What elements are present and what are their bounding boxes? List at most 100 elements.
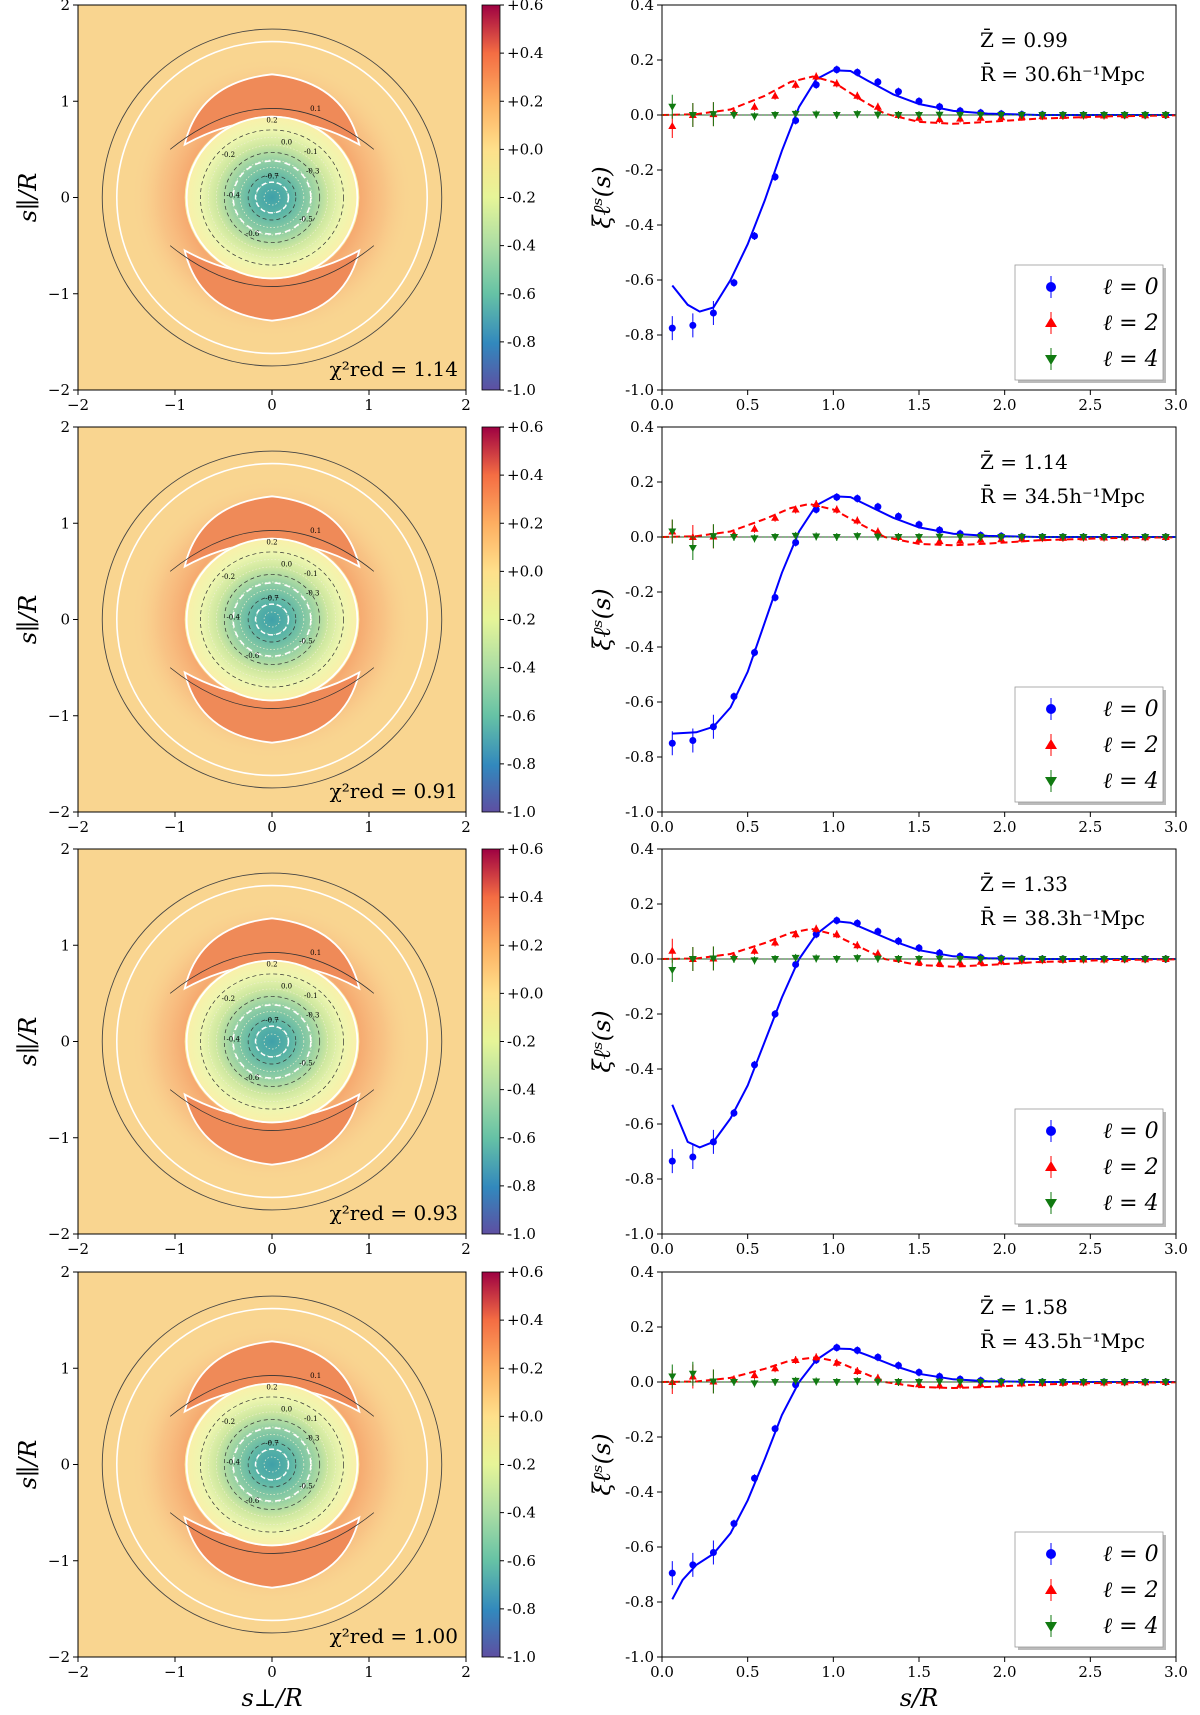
y-tick-label: -0.8 [625,1593,654,1611]
contour-label: -0.5 [299,216,313,224]
data-point [709,533,718,541]
data-point [729,956,738,963]
contour-line [200,129,344,266]
data-point [812,506,820,513]
data-point [689,737,697,744]
data-point [915,521,923,529]
y-tick-label: -0.8 [625,326,654,344]
x-tick-label: 1.5 [907,1240,931,1258]
contour-line [247,1018,297,1065]
contour-label: -0.7 [265,594,279,602]
contour-line [101,1295,443,1634]
data-point [935,533,944,541]
legend-label: ℓ = 4 [1103,347,1159,372]
colorbar-tick-label: -0.4 [507,1504,536,1522]
contour-label: -0.1 [304,992,318,1000]
contour-line [239,167,305,228]
data-point [832,534,841,541]
data-point [936,526,944,534]
contour-label: -0.4 [226,1036,240,1044]
contour-line [223,1419,321,1510]
legend-label: ℓ = 4 [1103,769,1159,794]
data-point [915,534,923,541]
contour-line [239,589,305,650]
contour-label: -0.2 [222,151,236,159]
colorbar-tick-label: -0.4 [507,659,536,677]
colorbar-tick-label: +0.4 [507,1311,543,1329]
data-point [689,1561,697,1569]
y-tick-label: -0.4 [625,216,654,234]
data-point [812,111,821,119]
colorbar-tick-label: -0.6 [507,1552,536,1570]
contour-line [169,530,375,572]
data-point [792,117,800,124]
contour-label: -0.7 [265,1439,279,1447]
profile-y-label: ξℓˢ(s) [588,166,616,228]
data-point [832,79,841,87]
legend: ℓ = 0 ℓ = 2 ℓ = 4 [1014,686,1166,805]
data-point [792,539,800,546]
contour-line [239,1434,305,1495]
contour-line [185,959,359,1124]
annotation-r: R̄ = 38.3h⁻¹Mpc [980,905,1145,930]
x-tick-label: −2 [67,396,89,414]
y-tick-label: -1.0 [625,803,654,821]
contour-line [185,115,359,280]
data-point [750,1371,759,1379]
x-tick-label: 0.0 [650,818,674,836]
legend-marker [1045,1622,1057,1632]
data-point [873,1378,882,1386]
contour-label: -0.2 [222,995,236,1003]
data-point [853,91,862,99]
data-point [668,946,677,954]
contour-line [231,1003,313,1080]
colorbar-gradient [481,848,501,1235]
data-point [1161,112,1170,119]
y-tick-label: 0 [60,611,70,629]
legend-marker [1045,355,1057,365]
contour-label: -0.6 [246,230,260,238]
y-tick-label: -0.4 [625,1060,654,1078]
data-point [997,534,1006,541]
contour-label: -0.5 [299,1060,313,1068]
data-point [750,946,759,954]
data-point [771,1379,780,1386]
x-tick-label: −2 [67,818,89,836]
legend-label: ℓ = 2 [1103,1578,1159,1603]
colorbar-tick-label: +0.2 [507,936,543,954]
contour-line [247,596,297,643]
data-point [956,1379,965,1386]
legend-marker [1045,1584,1057,1594]
x-tick-label: 2.0 [993,1663,1017,1681]
y-tick-label: -1.0 [625,381,654,399]
data-point [1161,1379,1170,1386]
data-point [935,955,944,963]
x-tick-label: −1 [164,1240,186,1258]
data-point [709,723,717,731]
data-point [853,68,861,76]
data-point [976,956,985,963]
colorbar-tick-label: +0.0 [507,1407,543,1425]
data-point [915,956,923,963]
data-point [1079,534,1088,541]
data-point [771,513,780,521]
data-point [1141,534,1150,541]
data-point [729,112,738,119]
y-tick-label: -0.6 [625,693,654,711]
chi2-label: χ²red = 0.91 [330,779,458,803]
data-point [688,545,697,552]
data-point [853,919,861,927]
data-point [771,112,780,119]
legend: ℓ = 0 ℓ = 2 ℓ = 4 [1014,1531,1166,1650]
data-point [1100,112,1109,119]
x-tick-label: 0 [267,818,277,836]
x-tick-label: 2 [461,1240,471,1258]
data-point [873,949,882,957]
data-point [689,1153,697,1161]
data-point [668,528,677,536]
data-point [976,534,985,541]
heatmap-3: 0.2 0.1 0.0 -0.1 -0.2 -0.3 -0.4 -0.5 -0.6 -0.7 χ²r… [14,840,471,1258]
annotation-z: Z̄ = 0.99 [980,27,1068,52]
colorbar-tick-label: -1.0 [507,381,536,399]
data-point [668,1157,676,1165]
